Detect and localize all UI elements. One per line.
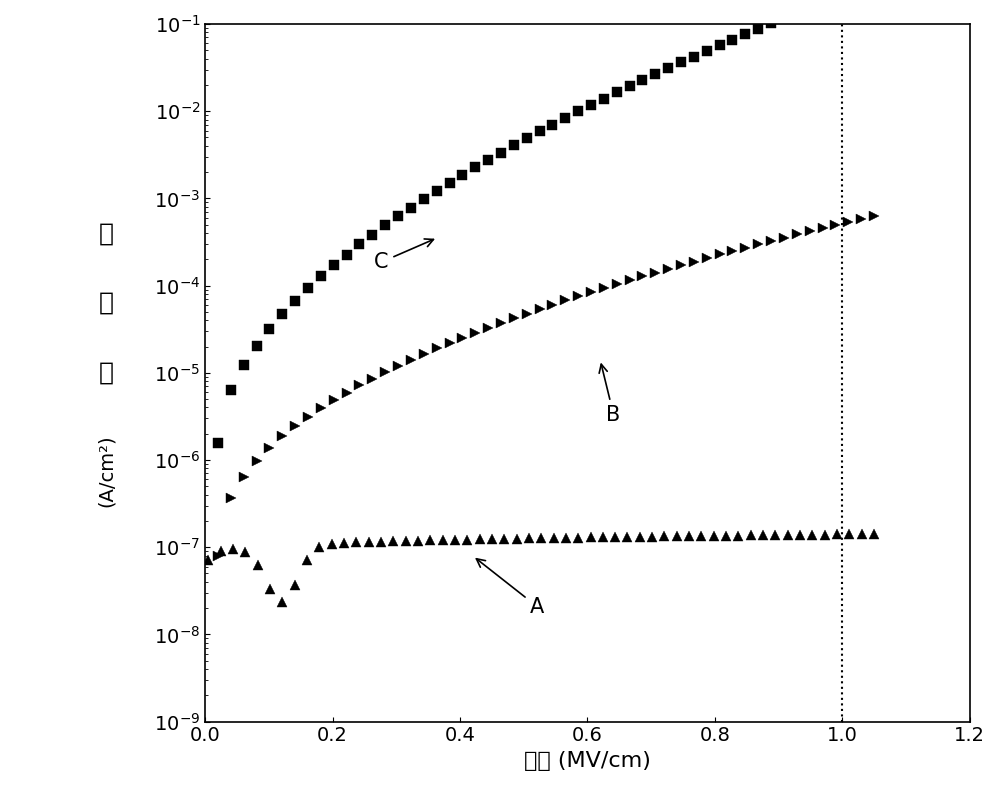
Text: B: B bbox=[599, 364, 621, 424]
Text: A: A bbox=[476, 559, 544, 616]
X-axis label: 电场 (MV/cm): 电场 (MV/cm) bbox=[524, 751, 651, 771]
Text: 漏: 漏 bbox=[98, 221, 113, 245]
Text: C: C bbox=[374, 239, 433, 272]
Text: (A/cm²): (A/cm²) bbox=[96, 434, 115, 507]
Text: 电: 电 bbox=[98, 291, 113, 315]
Text: 流: 流 bbox=[98, 361, 113, 385]
